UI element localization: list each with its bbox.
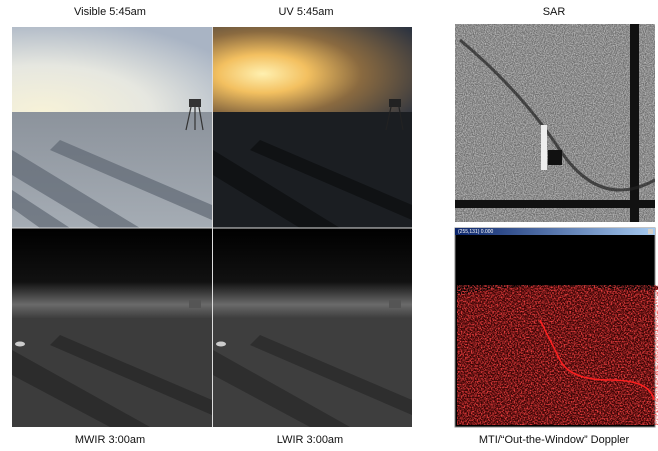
mti-window: (255,131) 0.000 bbox=[454, 227, 658, 428]
panel-label: UV 5:45am bbox=[278, 6, 333, 18]
lwir-image bbox=[213, 228, 412, 427]
window-title: (255,131) 0.000 bbox=[458, 229, 494, 235]
sar-image bbox=[455, 24, 655, 222]
panel-label: MWIR 3:00am bbox=[75, 434, 145, 446]
panel-label: SAR bbox=[543, 6, 566, 18]
uv-image bbox=[213, 27, 412, 228]
mwir-image bbox=[12, 228, 212, 427]
visible-image bbox=[12, 27, 212, 228]
panel-label: MTI/“Out-the-Window” Doppler bbox=[479, 434, 630, 446]
panel-label: LWIR 3:00am bbox=[277, 434, 343, 446]
panel-label: Visible 5:45am bbox=[74, 6, 146, 18]
